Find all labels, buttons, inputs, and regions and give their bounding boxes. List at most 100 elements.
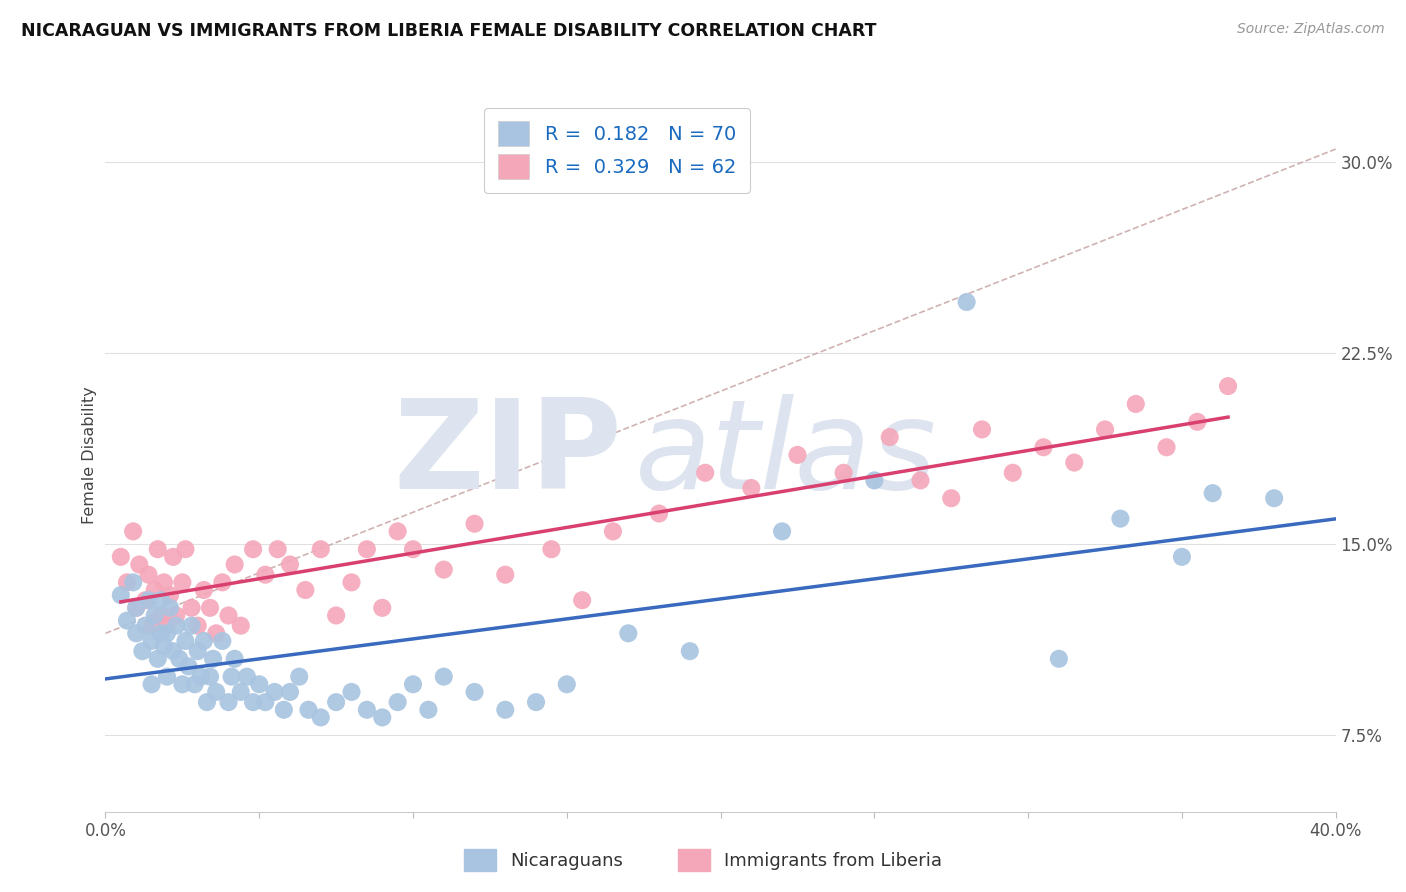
Point xyxy=(110,549,132,564)
Point xyxy=(648,507,671,521)
Point xyxy=(433,670,456,684)
Point xyxy=(325,695,347,709)
Point xyxy=(879,430,901,444)
Point xyxy=(1263,491,1285,506)
Point xyxy=(229,618,252,632)
Point xyxy=(162,644,184,658)
Point xyxy=(143,582,166,597)
Point xyxy=(1156,440,1178,454)
Point xyxy=(1171,549,1194,564)
Point xyxy=(288,670,311,684)
Point xyxy=(218,608,240,623)
Point xyxy=(149,608,172,623)
Point xyxy=(187,644,209,658)
Point xyxy=(387,524,409,539)
Point xyxy=(125,600,148,615)
Point xyxy=(115,575,138,590)
Point xyxy=(433,563,456,577)
Point xyxy=(122,575,145,590)
Point xyxy=(224,652,246,666)
Point xyxy=(134,593,156,607)
Point xyxy=(402,542,425,557)
Legend: R =  0.182   N = 70, R =  0.329   N = 62: R = 0.182 N = 70, R = 0.329 N = 62 xyxy=(484,108,749,193)
Point xyxy=(1125,397,1147,411)
Point xyxy=(679,644,702,658)
Point xyxy=(494,567,516,582)
Point xyxy=(267,542,290,557)
Point xyxy=(464,516,486,531)
Legend: Nicaraguans, Immigrants from Liberia: Nicaraguans, Immigrants from Liberia xyxy=(457,842,949,879)
Point xyxy=(494,703,516,717)
Point xyxy=(309,542,332,557)
Point xyxy=(571,593,593,607)
Point xyxy=(1201,486,1223,500)
Point xyxy=(242,695,264,709)
Text: NICARAGUAN VS IMMIGRANTS FROM LIBERIA FEMALE DISABILITY CORRELATION CHART: NICARAGUAN VS IMMIGRANTS FROM LIBERIA FE… xyxy=(21,22,876,40)
Point xyxy=(910,474,932,488)
Point xyxy=(205,685,228,699)
Point xyxy=(786,448,808,462)
Point xyxy=(254,695,277,709)
Point xyxy=(356,703,378,717)
Point xyxy=(970,422,993,436)
Point xyxy=(198,670,221,684)
Point xyxy=(1047,652,1070,666)
Point xyxy=(172,575,194,590)
Point xyxy=(863,474,886,488)
Point xyxy=(832,466,855,480)
Point xyxy=(177,659,200,673)
Point xyxy=(309,710,332,724)
Point xyxy=(198,600,221,615)
Point xyxy=(149,593,172,607)
Point xyxy=(156,626,179,640)
Point xyxy=(229,685,252,699)
Point xyxy=(371,710,394,724)
Point xyxy=(1216,379,1239,393)
Point xyxy=(110,588,132,602)
Point xyxy=(134,618,156,632)
Point xyxy=(1109,511,1132,525)
Point xyxy=(356,542,378,557)
Point xyxy=(174,542,197,557)
Point xyxy=(371,600,394,615)
Point xyxy=(174,634,197,648)
Point xyxy=(211,634,233,648)
Point xyxy=(146,542,169,557)
Point xyxy=(187,618,209,632)
Point xyxy=(205,626,228,640)
Point xyxy=(555,677,578,691)
Text: Source: ZipAtlas.com: Source: ZipAtlas.com xyxy=(1237,22,1385,37)
Point xyxy=(1063,456,1085,470)
Point xyxy=(540,542,562,557)
Point xyxy=(464,685,486,699)
Point xyxy=(125,626,148,640)
Point xyxy=(141,634,163,648)
Point xyxy=(183,677,205,691)
Point xyxy=(297,703,319,717)
Point xyxy=(195,695,218,709)
Point xyxy=(1094,422,1116,436)
Point xyxy=(224,558,246,572)
Point xyxy=(156,618,179,632)
Point xyxy=(278,558,301,572)
Point xyxy=(221,670,243,684)
Point xyxy=(294,582,316,597)
Point xyxy=(247,677,270,691)
Point xyxy=(1001,466,1024,480)
Point xyxy=(141,677,163,691)
Point xyxy=(325,608,347,623)
Point xyxy=(138,567,160,582)
Point xyxy=(153,639,176,653)
Point xyxy=(162,549,184,564)
Point xyxy=(956,295,979,310)
Point xyxy=(165,618,187,632)
Point xyxy=(602,524,624,539)
Point xyxy=(211,575,233,590)
Point xyxy=(402,677,425,691)
Point xyxy=(115,614,138,628)
Point xyxy=(263,685,285,699)
Text: atlas: atlas xyxy=(634,394,936,516)
Point xyxy=(941,491,963,506)
Point xyxy=(122,524,145,539)
Point xyxy=(146,652,169,666)
